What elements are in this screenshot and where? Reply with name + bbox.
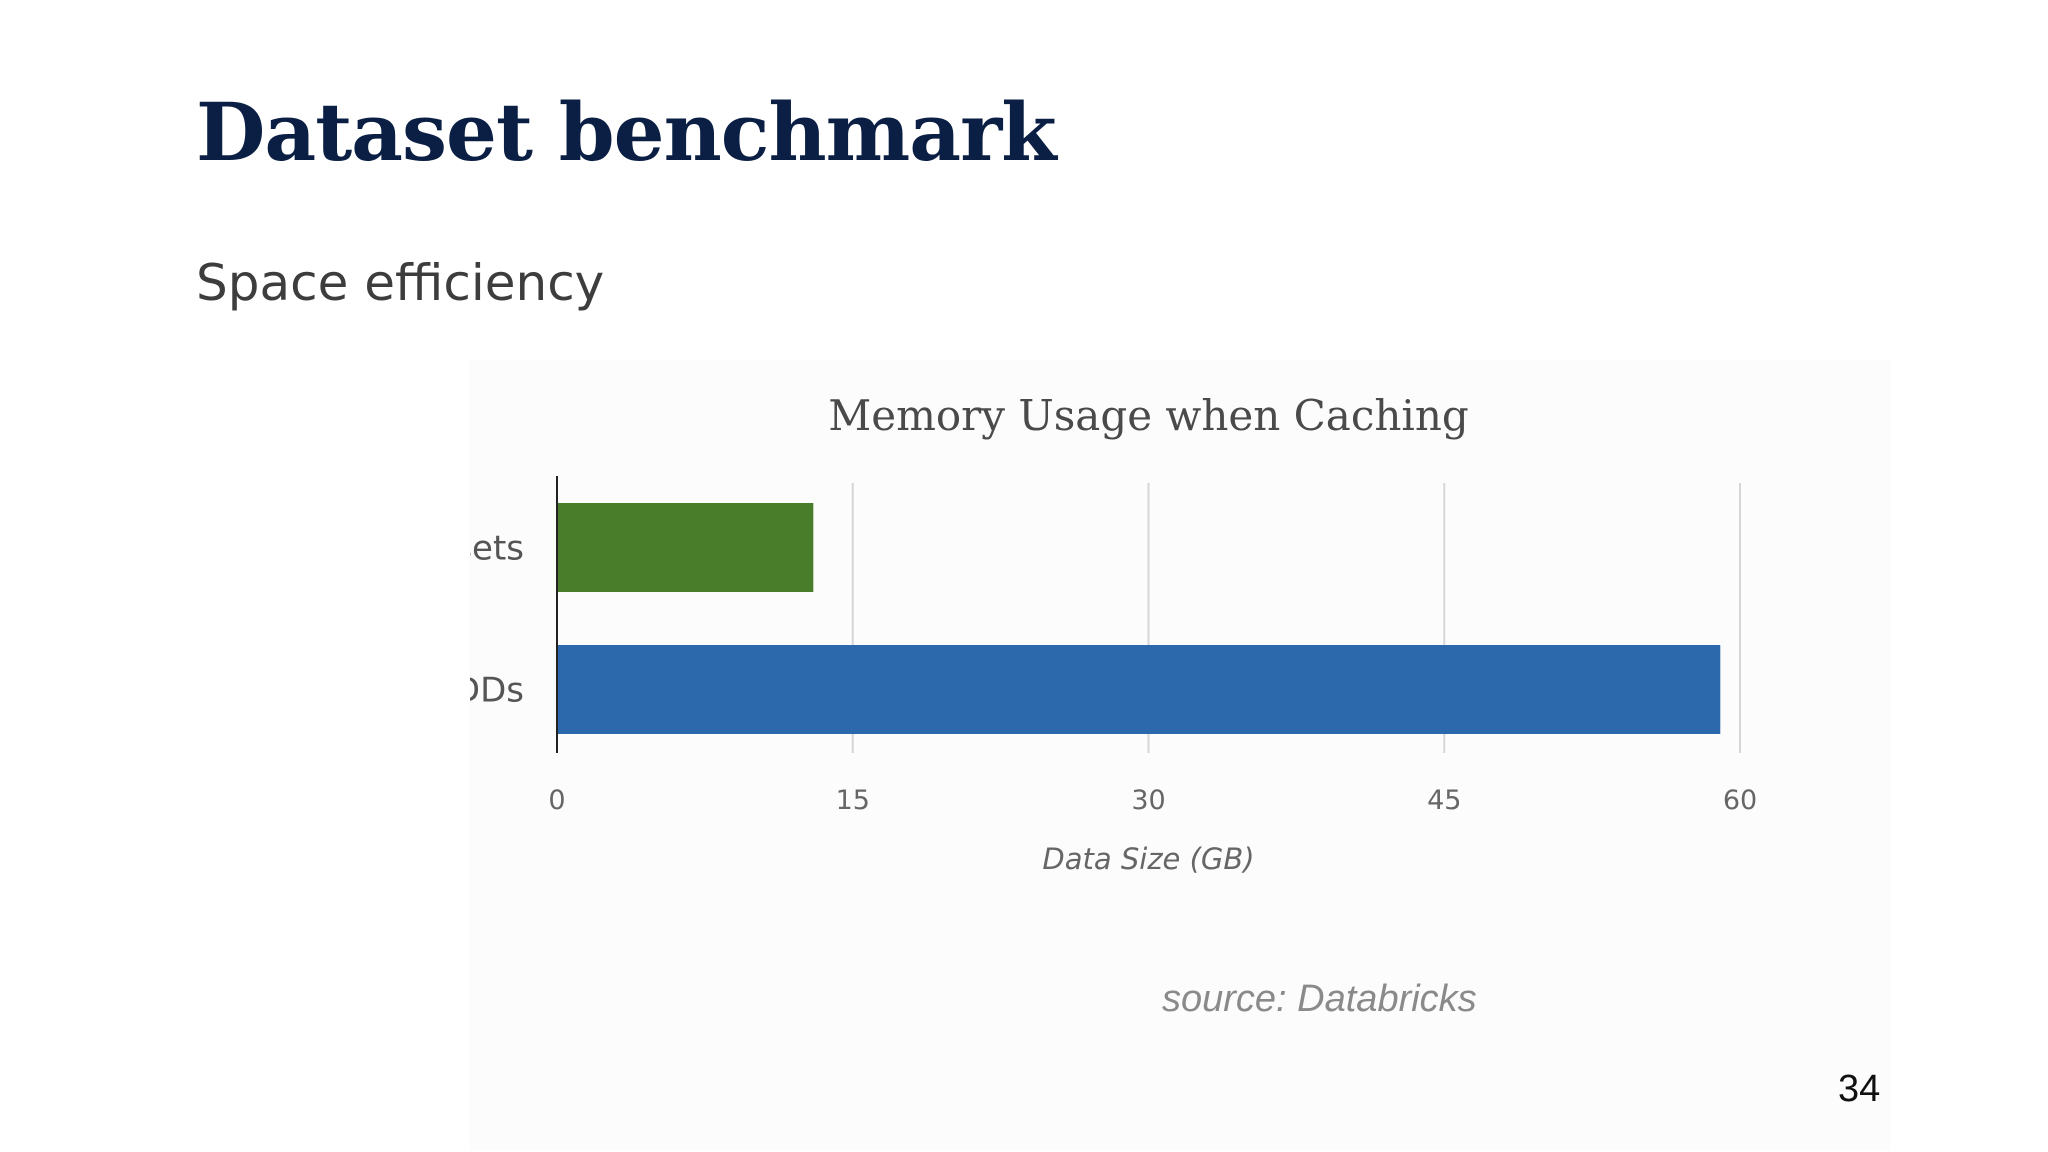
chart-panel: Memory Usage when Caching Datasets RDDs 0 15… bbox=[470, 360, 1890, 1150]
bar-chart: Memory Usage when Caching Datasets RDDs 0 15… bbox=[470, 391, 1757, 876]
source-note: source: Databricks bbox=[1162, 978, 1477, 1020]
slide-title: Dataset benchmark bbox=[196, 85, 1057, 179]
x-tick-label-45: 45 bbox=[1427, 785, 1461, 816]
category-label-rdds: RDDs bbox=[470, 671, 524, 711]
x-tick-label-0: 0 bbox=[548, 785, 565, 816]
bar-rdds bbox=[557, 645, 1721, 734]
slide-subtitle: Space efficiency bbox=[196, 254, 605, 312]
page-number: 34 bbox=[1838, 1068, 1881, 1110]
x-axis-label: Data Size (GB) bbox=[1042, 842, 1254, 876]
x-tick-label-30: 30 bbox=[1131, 785, 1165, 816]
x-tick-label-60: 60 bbox=[1723, 785, 1757, 816]
x-tick-label-15: 15 bbox=[836, 785, 870, 816]
chart-title: Memory Usage when Caching bbox=[828, 391, 1469, 440]
bar-datasets bbox=[557, 503, 814, 592]
category-label-datasets: Datasets bbox=[470, 529, 524, 569]
